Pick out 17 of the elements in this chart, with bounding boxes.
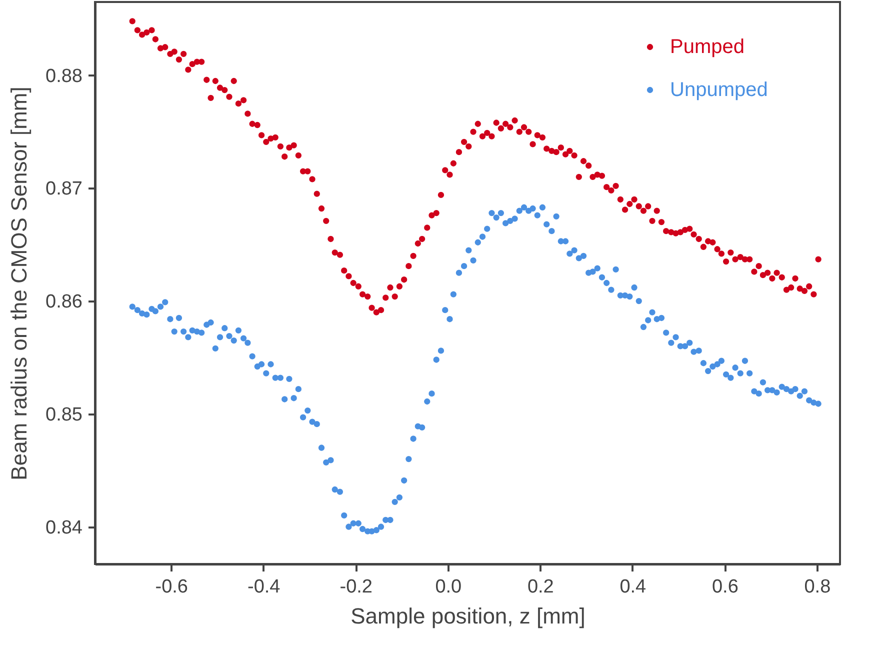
y-tick-label: 0.86 <box>46 292 82 313</box>
x-tick-label: 0.4 <box>620 576 647 598</box>
x-tick-label: -0.6 <box>155 576 188 598</box>
x-axis-title: Sample position, z [mm] <box>350 604 586 628</box>
y-tick-label: 0.88 <box>46 66 82 87</box>
y-tick-label: 0.87 <box>46 178 82 200</box>
x-tick-label: -0.4 <box>248 576 281 598</box>
x-tick-label: 0.8 <box>804 576 831 598</box>
y-axis-title: Beam radius on the CMOS Sensor [mm] <box>6 86 32 480</box>
x-tick-label: 0.0 <box>435 576 462 598</box>
x-tick-label: -0.2 <box>340 576 373 598</box>
y-tick-label: 0.85 <box>46 404 82 426</box>
legend-label: Pumped <box>670 36 744 58</box>
x-tick-label: 0.6 <box>712 576 738 598</box>
legend-label: Unpumped <box>670 79 768 101</box>
y-tick-label: 0.84 <box>46 517 83 538</box>
x-tick-label: 0.2 <box>527 576 554 598</box>
